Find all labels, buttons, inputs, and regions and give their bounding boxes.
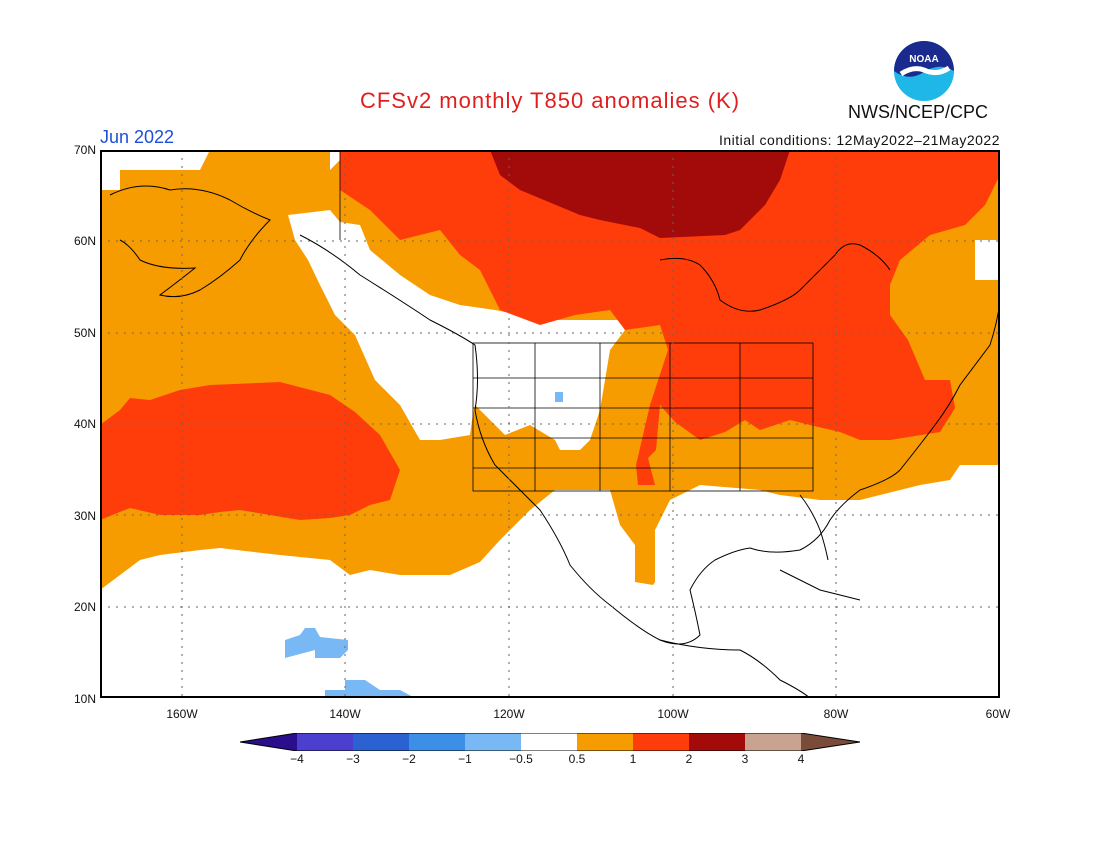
lat-label: 50N (73, 326, 96, 340)
colorbar-segment (409, 733, 465, 751)
coastline-central-america (659, 639, 811, 698)
lon-label: 80W (823, 707, 849, 721)
political-boundaries (339, 150, 814, 492)
neutral-region-labrador (975, 240, 1000, 280)
colorbar-segment (353, 733, 409, 751)
lat-label: 20N (73, 600, 96, 614)
colorbar-segment (521, 733, 577, 751)
colorbar-label: −2 (402, 752, 416, 766)
colorbar-segment (689, 733, 745, 751)
agency-label: NWS/NCEP/CPC (848, 102, 989, 122)
coastlines (109, 185, 1000, 698)
lon-label: 120W (493, 707, 525, 721)
colorbar-segment (465, 733, 521, 751)
colorbar-label: −4 (290, 752, 304, 766)
forecast-month-label: Jun 2022 (100, 127, 175, 147)
colorbar-label: 2 (685, 752, 693, 766)
colorbar-segment (745, 733, 801, 751)
colorbar-label: −1 (458, 752, 472, 766)
map-frame (100, 150, 1000, 698)
lon-label: 160W (166, 707, 198, 721)
coastline-florida (799, 494, 829, 561)
lat-label: 70N (73, 143, 96, 157)
colorbar-label: 4 (797, 752, 805, 766)
colorbar (240, 733, 860, 751)
neutral-region-west-coast (288, 210, 625, 450)
colorbar-label: −0.5 (509, 752, 533, 766)
anomaly-region-darkred (490, 150, 790, 238)
lon-label: 140W (329, 707, 361, 721)
coastline-west (299, 234, 1000, 645)
anomaly-region-red-north (340, 150, 1000, 485)
anomaly-region-lightblue-3 (555, 392, 563, 402)
colorbar-label: −3 (346, 752, 360, 766)
initial-conditions-label: Initial conditions: 12May2022–21May2022 (718, 132, 1000, 148)
anomaly-map (100, 150, 1000, 698)
coastline-alaska (109, 185, 271, 298)
neutral-region-northwest (100, 150, 200, 190)
noaa-logo-icon: NOAA (894, 41, 954, 101)
lat-label: 10N (73, 692, 96, 706)
colorbar-label: 1 (629, 752, 637, 766)
anomaly-region-lightblue-2 (325, 680, 415, 698)
colorbar-segment (577, 733, 633, 751)
graticule (100, 150, 1000, 698)
lat-label: 40N (73, 417, 96, 431)
colorbar-segment (297, 733, 353, 751)
lat-label: 60N (73, 234, 96, 248)
colorbar-segment (633, 733, 689, 751)
lat-label: 30N (73, 509, 96, 523)
lon-label: 100W (657, 707, 689, 721)
colorbar-segment (240, 733, 297, 751)
conus-outline (472, 342, 814, 492)
anomaly-region-lightblue-1 (285, 628, 348, 658)
colorbar-label: 0.5 (568, 752, 586, 766)
anomaly-region-red-pacific (100, 382, 400, 520)
map-title: CFSv2 monthly T850 anomalies (K) (359, 88, 741, 113)
lon-label: 60W (985, 707, 1011, 721)
noaa-logo-text: NOAA (909, 54, 938, 65)
colorbar-label: 3 (741, 752, 749, 766)
coastline-hudson-bay (659, 243, 891, 312)
colorbar-segment (801, 733, 860, 751)
coastline-caribbean (779, 569, 861, 601)
